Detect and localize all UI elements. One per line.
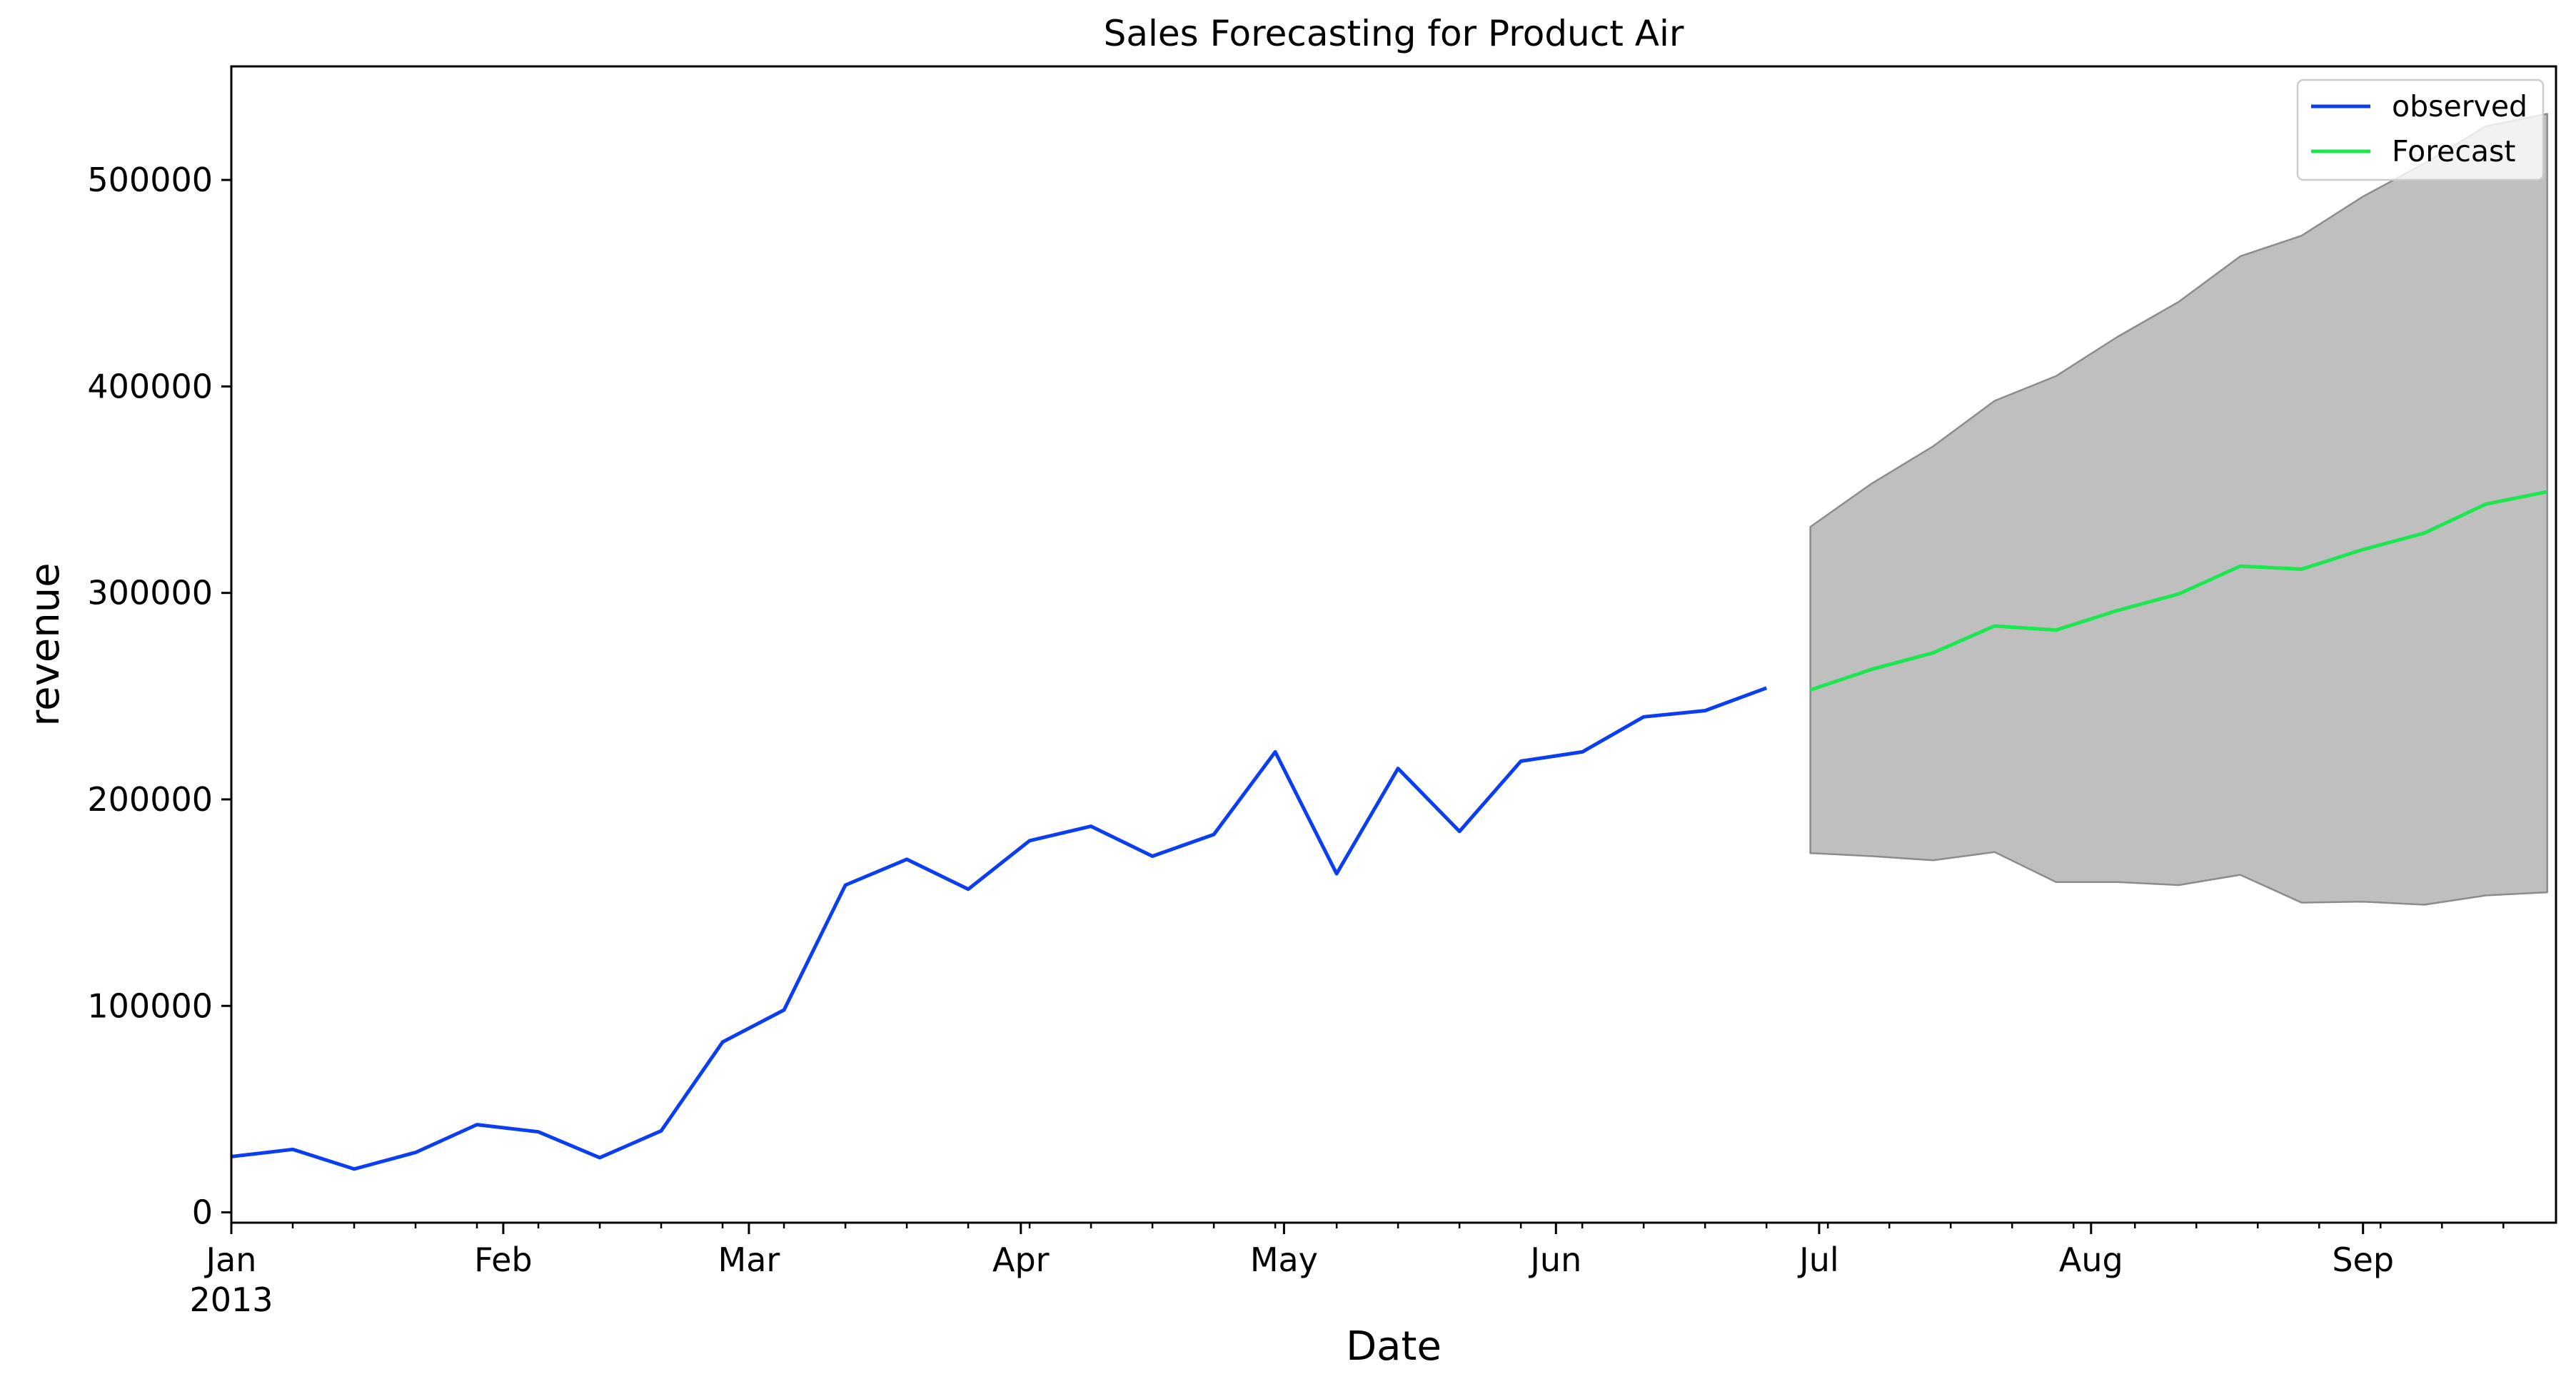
x-tick-label: Jul (1797, 1241, 1839, 1279)
series-line-observed (231, 686, 1768, 1171)
y-tick-label: 100000 (87, 986, 213, 1025)
legend-forecast-label: Forecast (2392, 134, 2516, 168)
series-observed (231, 686, 1768, 1171)
y-tick-label: 500000 (87, 161, 213, 199)
x-tick-label: Aug (2059, 1241, 2123, 1279)
x-tick-label: Sep (2332, 1241, 2394, 1279)
series-line-forecast (1809, 490, 2548, 692)
x-tick-sublabel: 2013 (189, 1281, 273, 1319)
x-tick-label: Mar (718, 1241, 780, 1279)
series-forecast (1809, 490, 2548, 692)
legend: observed Forecast (2296, 79, 2545, 181)
x-tick-label: Apr (992, 1241, 1050, 1279)
x-tick-label: Jun (1528, 1241, 1581, 1279)
y-tick-label: 200000 (87, 780, 213, 819)
confidence-band (1809, 113, 2548, 906)
x-tick-label: Feb (474, 1241, 532, 1279)
y-tick-label: 300000 (87, 574, 213, 612)
x-tick-label: Jan (204, 1241, 257, 1279)
legend-observed-label: observed (2392, 89, 2527, 123)
y-tick-label: 400000 (87, 367, 213, 405)
y-tick-label: 0 (192, 1193, 213, 1232)
plot-area (230, 65, 2557, 1224)
chart-title: Sales Forecasting for Product Air (1104, 13, 1684, 54)
plot-frame (230, 65, 2557, 1224)
x-tick-label: May (1250, 1241, 1318, 1279)
y-axis-label: revenue (22, 562, 69, 726)
x-axis-label: Date (1346, 1323, 1442, 1370)
series-layer (231, 113, 2548, 1171)
